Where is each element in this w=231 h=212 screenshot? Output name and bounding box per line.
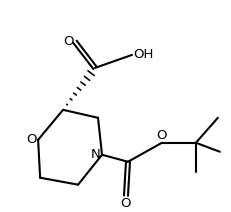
Text: O: O — [120, 197, 131, 210]
Text: O: O — [63, 35, 73, 48]
Text: N: N — [91, 148, 100, 161]
Text: O: O — [26, 133, 36, 146]
Text: O: O — [156, 129, 167, 142]
Text: OH: OH — [132, 48, 152, 61]
